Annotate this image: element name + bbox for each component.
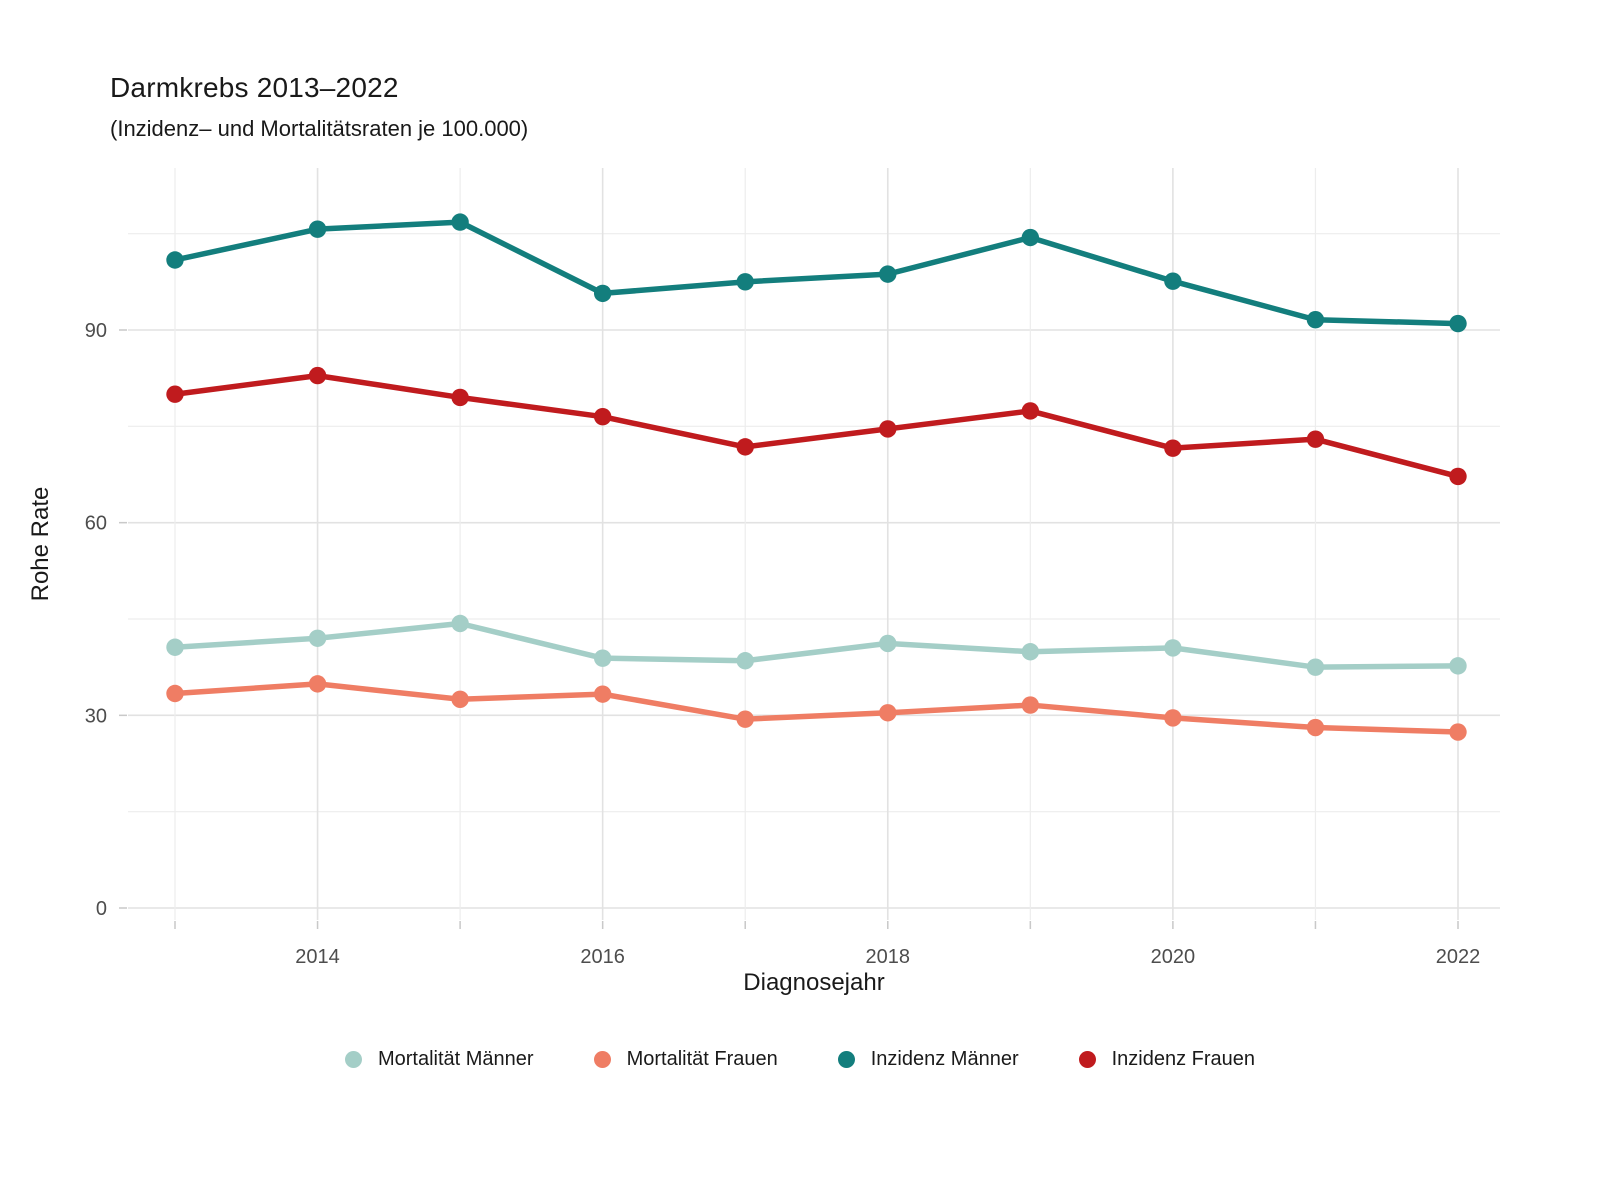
data-point <box>1021 696 1040 714</box>
x-axis-title: Diagnosejahr <box>743 969 884 996</box>
legend-item-2: Inzidenz Männer <box>837 1048 1019 1071</box>
legend-label: Inzidenz Frauen <box>1111 1048 1256 1070</box>
legend-label: Mortalität Frauen <box>626 1048 778 1070</box>
legend-dot-icon <box>1078 1051 1096 1068</box>
data-point <box>879 420 897 438</box>
x-tick-label: 2016 <box>580 946 625 968</box>
data-point <box>166 385 184 403</box>
x-tick-label: 2018 <box>866 946 911 968</box>
legend-item-1: Mortalität Frauen <box>593 1048 778 1071</box>
data-point <box>879 704 897 722</box>
legend-item-3: Inzidenz Frauen <box>1078 1048 1256 1071</box>
data-point <box>1306 311 1325 329</box>
series-1 <box>166 675 1467 741</box>
data-point <box>1449 723 1467 741</box>
chart-subtitle: (Inzidenz– und Mortalitätsraten je 100.0… <box>110 116 529 141</box>
data-point <box>593 685 612 703</box>
data-point <box>1164 709 1182 727</box>
legend-dot-icon <box>593 1051 611 1068</box>
data-point <box>166 684 184 703</box>
data-point <box>308 366 327 385</box>
data-point <box>593 649 612 667</box>
data-point <box>593 408 612 426</box>
data-point <box>736 652 754 670</box>
data-point <box>879 265 897 283</box>
data-point <box>1021 402 1040 420</box>
series-line <box>172 681 1461 735</box>
data-point <box>451 213 469 231</box>
legend-label: Inzidenz Männer <box>870 1048 1019 1070</box>
data-point <box>1306 658 1325 676</box>
series-line <box>172 219 1461 327</box>
data-point <box>736 273 754 291</box>
series-2 <box>166 213 1467 333</box>
data-point <box>1306 718 1325 737</box>
y-tick-label: 0 <box>96 898 107 920</box>
y-axis-title: Rohe Rate <box>27 487 54 602</box>
data-point <box>166 251 184 269</box>
y-tick-label: 60 <box>85 513 107 535</box>
chart-title: Darmkrebs 2013–2022 <box>110 72 399 103</box>
data-point <box>1449 657 1467 675</box>
data-point <box>451 690 469 708</box>
data-point <box>308 220 327 238</box>
series-0 <box>166 614 1467 676</box>
data-point <box>736 438 754 456</box>
data-point <box>308 675 327 693</box>
x-tick-label: 2020 <box>1151 946 1196 968</box>
data-point <box>166 638 184 656</box>
data-point <box>1164 639 1182 657</box>
data-point <box>593 284 612 303</box>
data-point <box>1306 430 1325 448</box>
y-tick-label: 30 <box>85 705 107 727</box>
data-point <box>308 629 327 647</box>
legend-label: Mortalität Männer <box>377 1048 534 1070</box>
y-tick-label: 90 <box>85 320 107 342</box>
legend-item-0: Mortalität Männer <box>344 1048 534 1071</box>
data-point <box>1449 467 1467 486</box>
data-point <box>451 388 469 407</box>
series-line <box>172 620 1461 670</box>
legend-dot-icon <box>837 1051 855 1068</box>
data-point <box>879 634 897 653</box>
data-point <box>1021 643 1040 661</box>
data-point <box>1449 314 1467 333</box>
legend-dot-icon <box>344 1051 362 1068</box>
data-point <box>1021 228 1040 247</box>
series-3 <box>166 366 1467 486</box>
x-tick-label: 2022 <box>1436 946 1481 968</box>
legend: Mortalität Männer Mortalität Frauen Inzide… <box>0 1048 1600 1071</box>
x-tick-label: 2014 <box>295 946 340 968</box>
data-point <box>1164 272 1182 290</box>
data-point <box>736 710 754 728</box>
data-point <box>1164 439 1182 457</box>
series-line <box>172 372 1461 480</box>
data-point <box>451 614 469 633</box>
